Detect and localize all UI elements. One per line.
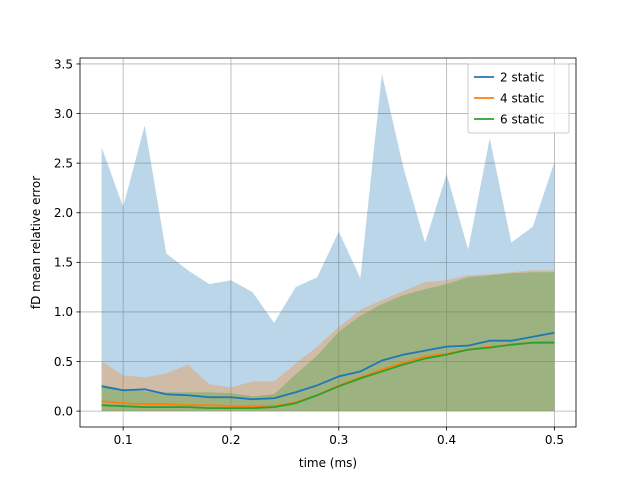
y-tick-label: 1.5 — [54, 256, 73, 270]
error-band-series-2 — [101, 270, 555, 412]
legend-label: 4 static — [500, 91, 544, 105]
error-band-series-3 — [101, 272, 555, 412]
legend: 2 static 4 static 6 static — [467, 63, 570, 134]
legend-label: 6 static — [500, 112, 544, 126]
x-axis-ticks: 0.1 0.2 0.3 0.4 0.5 — [114, 427, 564, 447]
y-axis-ticks: 0.0 0.5 1.0 1.5 2.0 2.5 3.0 3.5 — [54, 57, 80, 418]
error-band-series-1 — [101, 73, 555, 412]
y-axis-label: fD mean relative error — [29, 176, 43, 309]
x-tick-label: 0.5 — [545, 433, 564, 447]
line-layer — [101, 331, 555, 410]
y-tick-label: 2.0 — [54, 206, 73, 220]
y-tick-label: 2.5 — [54, 156, 73, 170]
y-tick-label: 1.0 — [54, 305, 73, 319]
x-tick-label: 0.4 — [437, 433, 456, 447]
y-tick-label: 3.5 — [54, 57, 73, 71]
plot-frame — [79, 57, 577, 428]
y-tick-label: 0.5 — [54, 355, 73, 369]
band-layer — [101, 73, 555, 412]
x-axis-label: time (ms) — [299, 456, 357, 470]
line-series-1 — [101, 331, 555, 401]
x-tick-label: 0.1 — [114, 433, 133, 447]
x-tick-label: 0.2 — [221, 433, 240, 447]
legend-label: 2 static — [500, 70, 544, 84]
grid-layer — [80, 58, 576, 427]
y-tick-label: 0.0 — [54, 404, 73, 418]
legend-box — [467, 63, 570, 134]
x-tick-label: 0.3 — [329, 433, 348, 447]
y-tick-label: 3.0 — [54, 107, 73, 121]
line-series-3 — [101, 341, 555, 410]
